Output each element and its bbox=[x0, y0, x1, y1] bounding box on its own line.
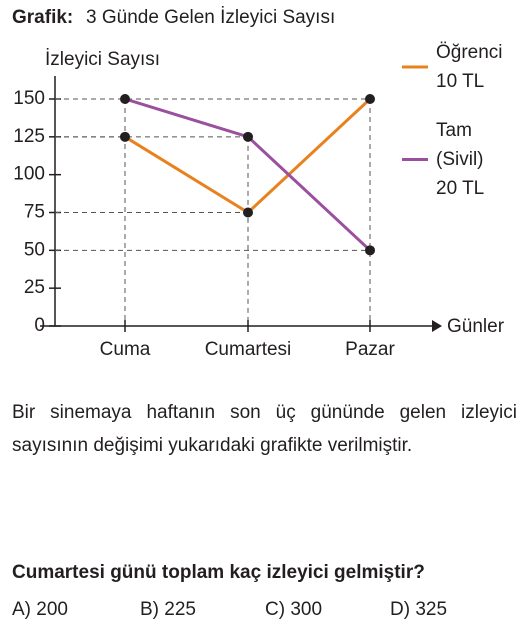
y-tick-label: 0 bbox=[34, 315, 45, 336]
data-point bbox=[243, 131, 253, 142]
answer-option: C) 300 bbox=[265, 599, 323, 620]
data-point bbox=[120, 94, 130, 104]
y-tick-label: 125 bbox=[13, 126, 45, 147]
legend-label: Tam (Sivil) 20 TL bbox=[436, 120, 485, 199]
answer-option: A) 200 bbox=[12, 599, 68, 620]
y-tick-label: 25 bbox=[24, 277, 45, 298]
answer-option: B) 225 bbox=[140, 599, 196, 620]
data-point bbox=[365, 245, 375, 256]
x-axis-label: Günler bbox=[447, 316, 505, 337]
legend-label: Öğrenci 10 TL bbox=[436, 42, 503, 92]
data-point bbox=[365, 94, 375, 104]
y-tick-label: 75 bbox=[24, 202, 45, 223]
y-tick-label: 150 bbox=[13, 88, 45, 109]
y-tick-label: 50 bbox=[24, 239, 45, 260]
paragraph: Bir sinemaya haftanın son üç gününde gel… bbox=[12, 402, 517, 456]
data-point bbox=[243, 207, 253, 218]
data-point bbox=[120, 131, 130, 142]
x-tick-label: Pazar bbox=[345, 339, 395, 360]
x-axis-arrow bbox=[432, 320, 442, 332]
y-tick-label: 100 bbox=[13, 164, 45, 185]
chart-title: 3 Günde Gelen İzleyici Sayısı bbox=[86, 7, 335, 28]
x-tick-label: Cuma bbox=[100, 339, 151, 360]
y-axis-label: İzleyici Sayısı bbox=[45, 49, 160, 70]
title-label: Grafik: bbox=[12, 7, 73, 28]
answer-option: D) 325 bbox=[390, 599, 448, 620]
chart: Grafik: 3 Günde Gelen İzleyici Sayısı İz… bbox=[12, 7, 505, 360]
question: Cumartesi günü toplam kaç izleyici gelmi… bbox=[12, 562, 425, 583]
x-tick-label: Cumartesi bbox=[205, 339, 292, 360]
